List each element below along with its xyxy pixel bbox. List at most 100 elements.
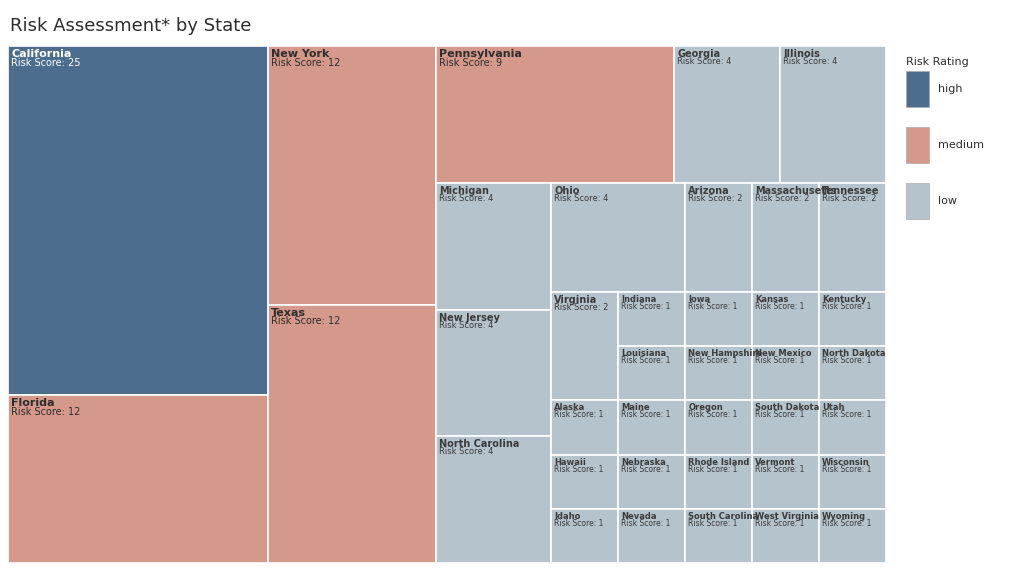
Text: Oregon: Oregon	[688, 403, 723, 412]
Bar	[819, 183, 886, 292]
Text: Risk Score: 12: Risk Score: 12	[271, 58, 340, 68]
Bar	[268, 304, 436, 563]
Text: Risk Score: 25: Risk Score: 25	[11, 58, 81, 68]
Text: South Dakota: South Dakota	[755, 403, 819, 412]
Bar	[752, 346, 819, 400]
Text: Virginia: Virginia	[554, 295, 597, 305]
Bar	[819, 400, 886, 455]
Text: Texas: Texas	[271, 308, 306, 317]
Text: Illinois: Illinois	[783, 49, 820, 59]
Text: Risk Score: 1: Risk Score: 1	[822, 411, 871, 419]
Bar	[618, 292, 685, 346]
Text: Risk Score: 12: Risk Score: 12	[271, 316, 340, 327]
Text: Risk Score: 4: Risk Score: 4	[439, 448, 494, 456]
Bar	[618, 400, 685, 455]
Text: Risk Score: 1: Risk Score: 1	[554, 465, 603, 473]
Text: Risk Score: 1: Risk Score: 1	[688, 302, 737, 311]
Text: Risk Assessment* by State: Risk Assessment* by State	[10, 17, 252, 35]
Text: Risk Rating: Risk Rating	[905, 57, 969, 67]
Text: Risk Score: 1: Risk Score: 1	[554, 519, 603, 528]
Text: Risk Score: 1: Risk Score: 1	[755, 465, 805, 473]
Text: North Dakota: North Dakota	[822, 349, 886, 358]
Bar	[752, 400, 819, 455]
Bar	[819, 455, 886, 509]
Bar	[752, 183, 819, 292]
Text: Risk Score: 1: Risk Score: 1	[688, 465, 737, 473]
Bar	[436, 46, 675, 183]
Text: high: high	[938, 84, 963, 94]
Text: Kansas: Kansas	[755, 295, 788, 304]
Text: low: low	[938, 196, 957, 206]
Text: Nevada: Nevada	[622, 512, 656, 521]
Text: Risk Score: 4: Risk Score: 4	[439, 194, 494, 203]
Bar	[618, 346, 685, 400]
Bar	[436, 436, 551, 563]
Text: Risk Score: 12: Risk Score: 12	[11, 407, 80, 417]
Text: Ohio: Ohio	[554, 186, 580, 196]
Bar	[780, 46, 886, 183]
Text: Georgia: Georgia	[678, 49, 721, 59]
Text: Risk Score: 9: Risk Score: 9	[439, 58, 503, 68]
Bar	[675, 46, 780, 183]
Text: Risk Score: 1: Risk Score: 1	[622, 411, 671, 419]
Text: Risk Score: 2: Risk Score: 2	[755, 194, 809, 203]
Bar	[819, 292, 886, 346]
Text: Risk Score: 4: Risk Score: 4	[783, 57, 838, 66]
Text: Risk Score: 1: Risk Score: 1	[554, 411, 603, 419]
Bar	[436, 310, 551, 436]
Text: Risk Score: 1: Risk Score: 1	[688, 356, 737, 365]
Text: Risk Score: 1: Risk Score: 1	[688, 411, 737, 419]
Bar	[819, 509, 886, 563]
Text: Wisconsin: Wisconsin	[822, 457, 869, 467]
Bar	[685, 292, 752, 346]
Text: New Mexico: New Mexico	[755, 349, 812, 358]
Text: Risk Score: 4: Risk Score: 4	[554, 194, 608, 203]
Bar	[8, 395, 268, 563]
Text: New York: New York	[271, 49, 330, 59]
Bar	[618, 455, 685, 509]
Bar	[551, 400, 618, 455]
Text: Massachusetts: Massachusetts	[755, 186, 837, 196]
Text: Risk Score: 1: Risk Score: 1	[755, 356, 805, 365]
Text: Florida: Florida	[11, 399, 54, 408]
Text: New Jersey: New Jersey	[439, 313, 501, 323]
Bar	[618, 509, 685, 563]
Text: Vermont: Vermont	[755, 457, 796, 467]
Text: Risk Score: 1: Risk Score: 1	[822, 302, 871, 311]
Text: Risk Score: 2: Risk Score: 2	[688, 194, 742, 203]
Text: Risk Score: 1: Risk Score: 1	[755, 302, 805, 311]
Text: Maine: Maine	[622, 403, 650, 412]
Text: Risk Score: 1: Risk Score: 1	[822, 465, 871, 473]
Text: Alaska: Alaska	[554, 403, 586, 412]
Text: Risk Score: 1: Risk Score: 1	[622, 356, 671, 365]
Text: New Hampshire: New Hampshire	[688, 349, 763, 358]
Text: Risk Score: 2: Risk Score: 2	[554, 303, 608, 312]
Text: Risk Score: 1: Risk Score: 1	[755, 519, 805, 528]
Bar	[752, 509, 819, 563]
Bar	[8, 46, 268, 395]
Bar	[436, 183, 551, 310]
Text: Idaho: Idaho	[554, 512, 581, 521]
Text: South Carolina: South Carolina	[688, 512, 758, 521]
Text: Risk Score: 1: Risk Score: 1	[755, 411, 805, 419]
Bar	[905, 183, 929, 219]
Text: Risk Score: 4: Risk Score: 4	[439, 321, 494, 330]
Text: West Virginia: West Virginia	[755, 512, 819, 521]
Text: Risk Score: 1: Risk Score: 1	[622, 465, 671, 473]
Text: Risk Score: 2: Risk Score: 2	[822, 194, 877, 203]
Text: Tennessee: Tennessee	[822, 186, 880, 196]
Bar	[268, 46, 436, 304]
Text: medium: medium	[938, 140, 984, 150]
Bar	[685, 346, 752, 400]
Bar	[819, 346, 886, 400]
Text: Utah: Utah	[822, 403, 845, 412]
Bar	[685, 509, 752, 563]
Bar	[752, 292, 819, 346]
Text: Indiana: Indiana	[622, 295, 656, 304]
Text: Nebraska: Nebraska	[622, 457, 666, 467]
Text: Risk Score: 1: Risk Score: 1	[622, 519, 671, 528]
Bar	[551, 292, 618, 400]
Bar	[685, 183, 752, 292]
Text: California: California	[11, 49, 72, 59]
Bar	[752, 455, 819, 509]
